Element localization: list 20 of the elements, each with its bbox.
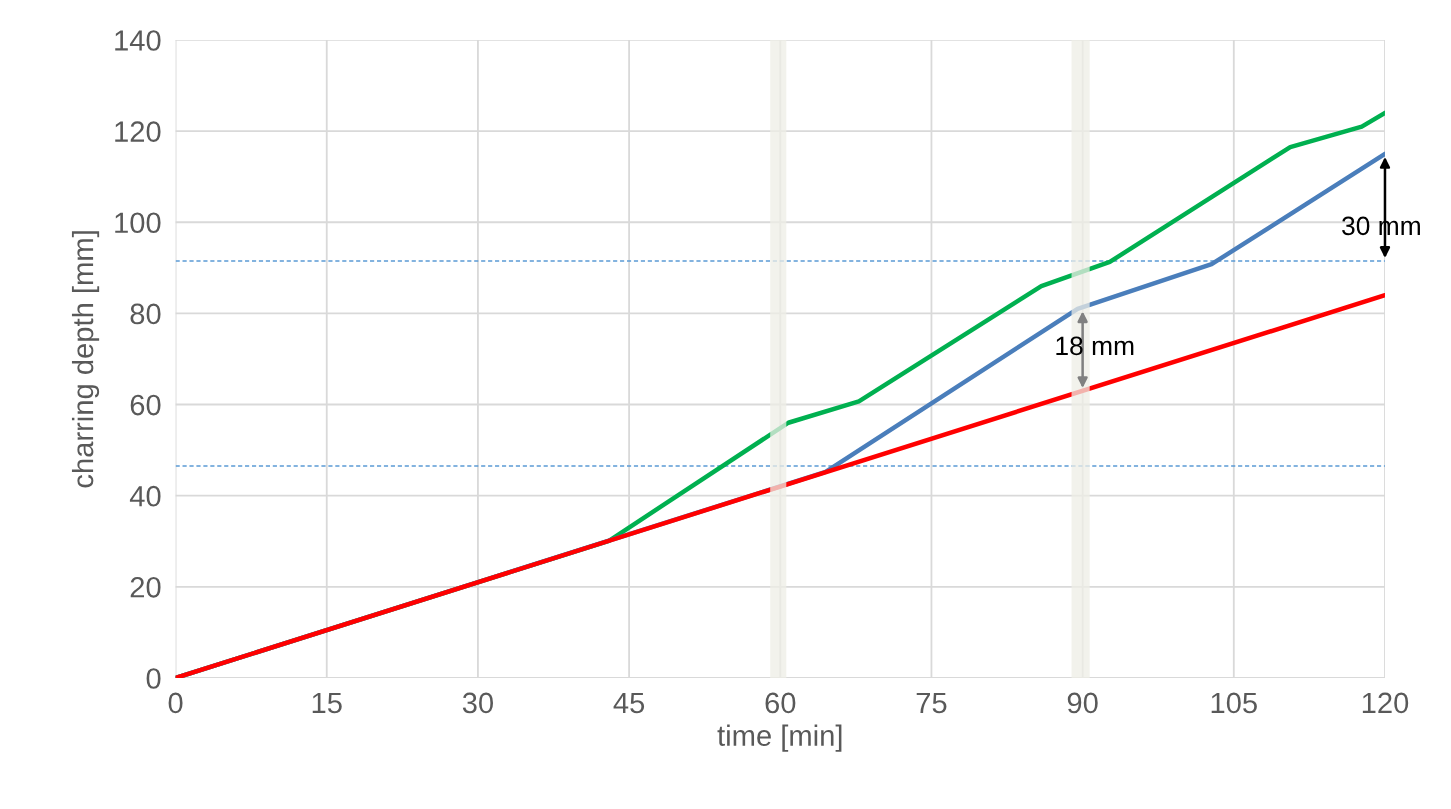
y-tick-label: 40 (129, 485, 161, 507)
y-tick-label: 100 (115, 212, 161, 234)
x-tick-label: 105 (1211, 692, 1257, 714)
x-tick-label: 0 (168, 692, 183, 714)
y-tick-label: 140 (115, 30, 161, 51)
y-tick-label: 80 (130, 303, 161, 325)
y-axis-title: charring depth [mm] (71, 231, 100, 488)
annotation: 18 mm (1056, 336, 1134, 356)
x-tick-label: 120 (1362, 692, 1409, 714)
x-tick-label: 90 (1067, 692, 1098, 714)
x-tick-label: 15 (312, 692, 342, 714)
x-tick-label: 60 (765, 692, 796, 714)
x-tick-label: 45 (613, 692, 645, 714)
y-tick-label: 60 (130, 394, 161, 416)
y-tick-label: 0 (146, 668, 161, 689)
x-tick-label: 30 (462, 692, 493, 714)
y-tick-label: 120 (115, 121, 161, 142)
y-tick-label: 20 (130, 577, 161, 598)
x-tick-label: 75 (916, 692, 947, 714)
x-axis-title: time [min] (717, 724, 842, 752)
